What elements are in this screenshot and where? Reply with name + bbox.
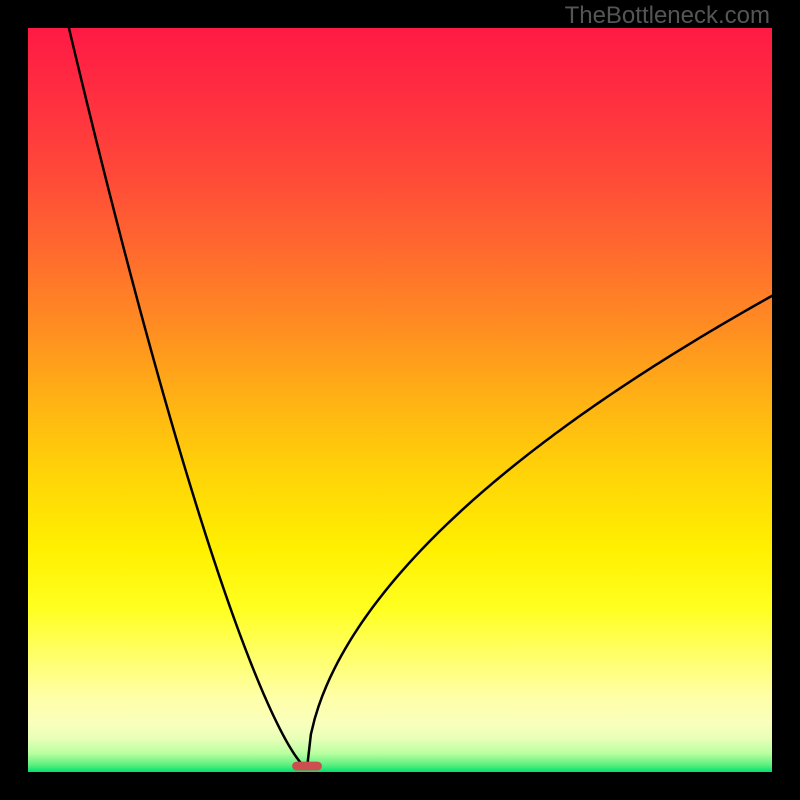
chart-container: TheBottleneck.com [0,0,800,800]
watermark-text: TheBottleneck.com [565,2,770,30]
plot-area [28,28,772,772]
